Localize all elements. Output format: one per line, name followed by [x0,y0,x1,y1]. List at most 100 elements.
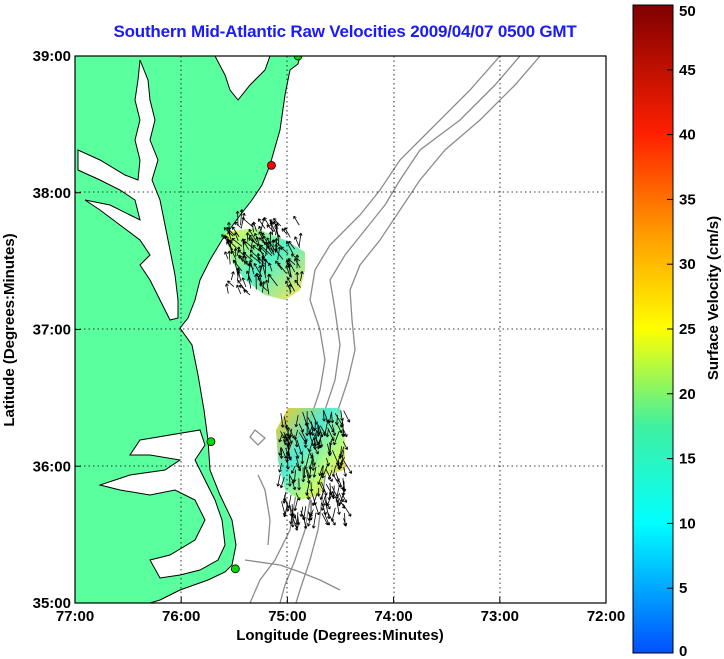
velocity-arrow [245,232,250,242]
velocity-arrow [258,265,262,275]
velocity-arrow [320,465,325,476]
velocity-arrow [294,415,299,428]
velocity-arrow [227,222,231,236]
velocity-arrow [227,280,235,287]
velocity-arrow [318,424,324,438]
velocity-arrow [300,453,305,465]
velocity-arrow [272,239,283,248]
velocity-arrow [290,253,301,262]
velocity-arrow [254,232,259,241]
chesapeake-bay [77,59,179,321]
velocity-arrow [342,503,352,517]
velocity-arrow [278,447,282,456]
y-tick-label: 37:00 [33,322,71,339]
velocity-arrow [301,467,306,483]
velocity-arrow [280,246,289,255]
velocity-arrow [328,482,333,496]
colorbar-tick-label: 30 [679,256,696,273]
velocity-arrow [287,473,292,487]
velocity-arrow [239,209,244,226]
velocity-arrow [259,283,268,292]
velocity-arrow [317,424,322,435]
velocity-arrow [241,238,245,253]
velocity-arrow [243,241,250,250]
velocity-arrow [236,268,242,281]
velocity-arrow [236,284,242,295]
velocity-arrow [231,250,237,260]
velocity-arrow [277,262,287,274]
velocity-arrow [302,515,308,529]
velocity-arrow [341,427,345,437]
delaware-bay [214,56,271,101]
velocity-arrow [293,498,299,512]
velocity-arrow [278,462,283,473]
velocity-arrow [342,480,347,492]
y-tick-label: 38:00 [33,185,71,202]
velocity-arrow [250,222,255,233]
velocity-arrow [299,270,304,281]
velocity-arrow [283,416,289,429]
y-axis-ticks: 39:00 38:00 37:00 36:00 35:00 [33,48,81,612]
velocity-arrow [284,227,291,238]
velocity-arrow [325,457,330,467]
velocity-arrow [257,218,266,229]
bathymetry-contours [244,56,541,603]
velocity-arrow [261,232,265,243]
velocity-arrow [282,494,287,504]
velocity-arrow [327,411,332,424]
velocity-arrow [275,260,283,270]
velocity-arrow [331,424,337,437]
y-tick-label: 36:00 [33,458,71,475]
velocity-arrow [243,289,251,296]
velocity-arrow [343,410,351,423]
velocity-arrow [226,226,235,236]
velocity-arrow [227,239,237,249]
velocity-arrow [221,234,230,243]
velocity-arrow [248,259,255,275]
velocity-arrow [325,428,330,438]
colorbar-tick-label: 40 [679,127,696,144]
velocity-arrow [230,271,235,281]
velocity-arrow [325,468,333,482]
velocity-arrow [237,249,248,259]
velocity-arrow [322,410,326,422]
velocity-arrow [290,465,296,474]
velocity-arrow [337,459,343,469]
velocity-arrow [343,512,347,526]
colorbar-tick-label: 10 [679,515,696,532]
velocity-arrow [232,226,240,237]
velocity-arrow [331,465,337,477]
velocity-arrow [336,500,341,515]
velocity-arrow [302,468,307,479]
velocity-arrow [275,222,279,236]
velocity-arrow [261,264,267,279]
velocity-arrow [237,279,247,292]
velocity-arrow [266,224,275,233]
velocity-arrow [248,229,258,243]
velocity-arrow [279,476,285,489]
velocity-arrow [249,254,262,264]
velocity-arrow [235,210,240,226]
velocity-arrow [285,447,292,461]
velocity-vectors [221,209,352,531]
velocity-arrow [231,237,243,247]
velocity-arrow [294,258,301,268]
velocity-arrow [325,499,331,510]
velocity-arrow [301,430,308,443]
velocity-arrow [335,498,341,507]
velocity-arrow [307,512,312,521]
velocity-arrow [274,243,278,253]
velocity-arrow [273,218,282,227]
velocity-arrow [333,431,340,446]
velocity-arrow [227,250,232,265]
velocity-arrow [225,283,229,294]
x-axis-ticks: 77:00 76:00 75:00 74:00 73:00 72:00 [56,597,625,625]
velocity-arrow [278,434,283,443]
velocity-arrow [340,410,344,421]
velocity-arrow [286,277,295,292]
velocity-arrow [296,439,303,455]
velocity-arrow [290,513,295,528]
velocity-arrow [321,513,329,526]
velocity-arrow [223,227,234,237]
velocity-arrow [241,277,247,288]
